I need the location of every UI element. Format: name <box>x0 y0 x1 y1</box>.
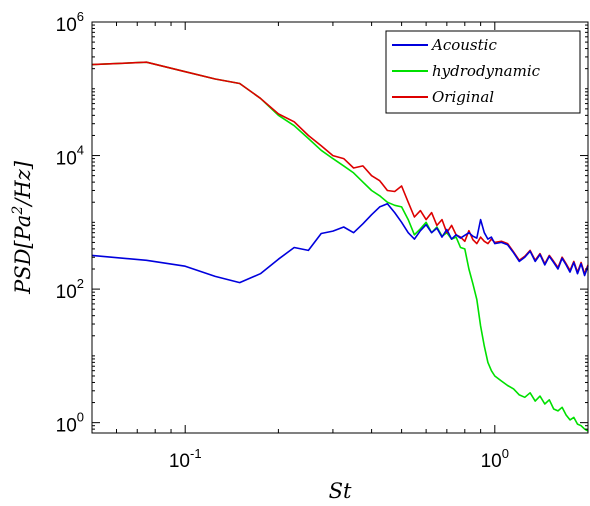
y-tick-label: 100 <box>56 410 84 437</box>
x-tick-exponent: 0 <box>502 446 509 461</box>
y-tick-exponent: 2 <box>77 276 84 291</box>
y-tick-base: 10 <box>56 282 77 303</box>
x-tick-base: 10 <box>169 451 190 472</box>
y-tick-label: 106 <box>56 9 84 36</box>
y-tick-label: 102 <box>56 276 84 303</box>
legend-label-hydrodynamic: hydrodynamic <box>432 62 541 80</box>
y-tick-base: 10 <box>56 416 77 437</box>
plot-frame <box>91 21 589 434</box>
series-lines <box>91 61 589 432</box>
legend: Acoustic hydrodynamic Original <box>385 30 581 114</box>
y-axis-label-unit: /Hz] <box>11 160 35 207</box>
legend-label-acoustic: Acoustic <box>430 36 497 54</box>
y-axis-label-main: PSD[Pa <box>11 215 35 295</box>
y-tick-exponent: 4 <box>77 143 84 158</box>
x-ticks: 10-1 100 <box>91 22 589 472</box>
x-axis-label: St <box>329 479 352 503</box>
y-tick-exponent: 0 <box>77 410 84 425</box>
series-line-acoustic <box>91 202 589 284</box>
x-tick-exponent: -1 <box>190 446 202 461</box>
x-tick-label: 100 <box>481 446 509 472</box>
legend-label-original: Original <box>432 88 494 106</box>
x-tick-base: 10 <box>481 451 502 472</box>
y-tick-base: 10 <box>56 149 77 170</box>
y-tick-label: 104 <box>56 143 84 170</box>
x-tick-label: 10-1 <box>169 446 202 472</box>
y-axis-label-exp: 2 <box>10 206 26 216</box>
y-axis-label: PSD[Pa2/Hz] <box>10 160 35 295</box>
y-tick-exponent: 6 <box>77 9 84 24</box>
y-tick-base: 10 <box>56 15 77 36</box>
series-line-hydrodynamic <box>91 61 589 432</box>
